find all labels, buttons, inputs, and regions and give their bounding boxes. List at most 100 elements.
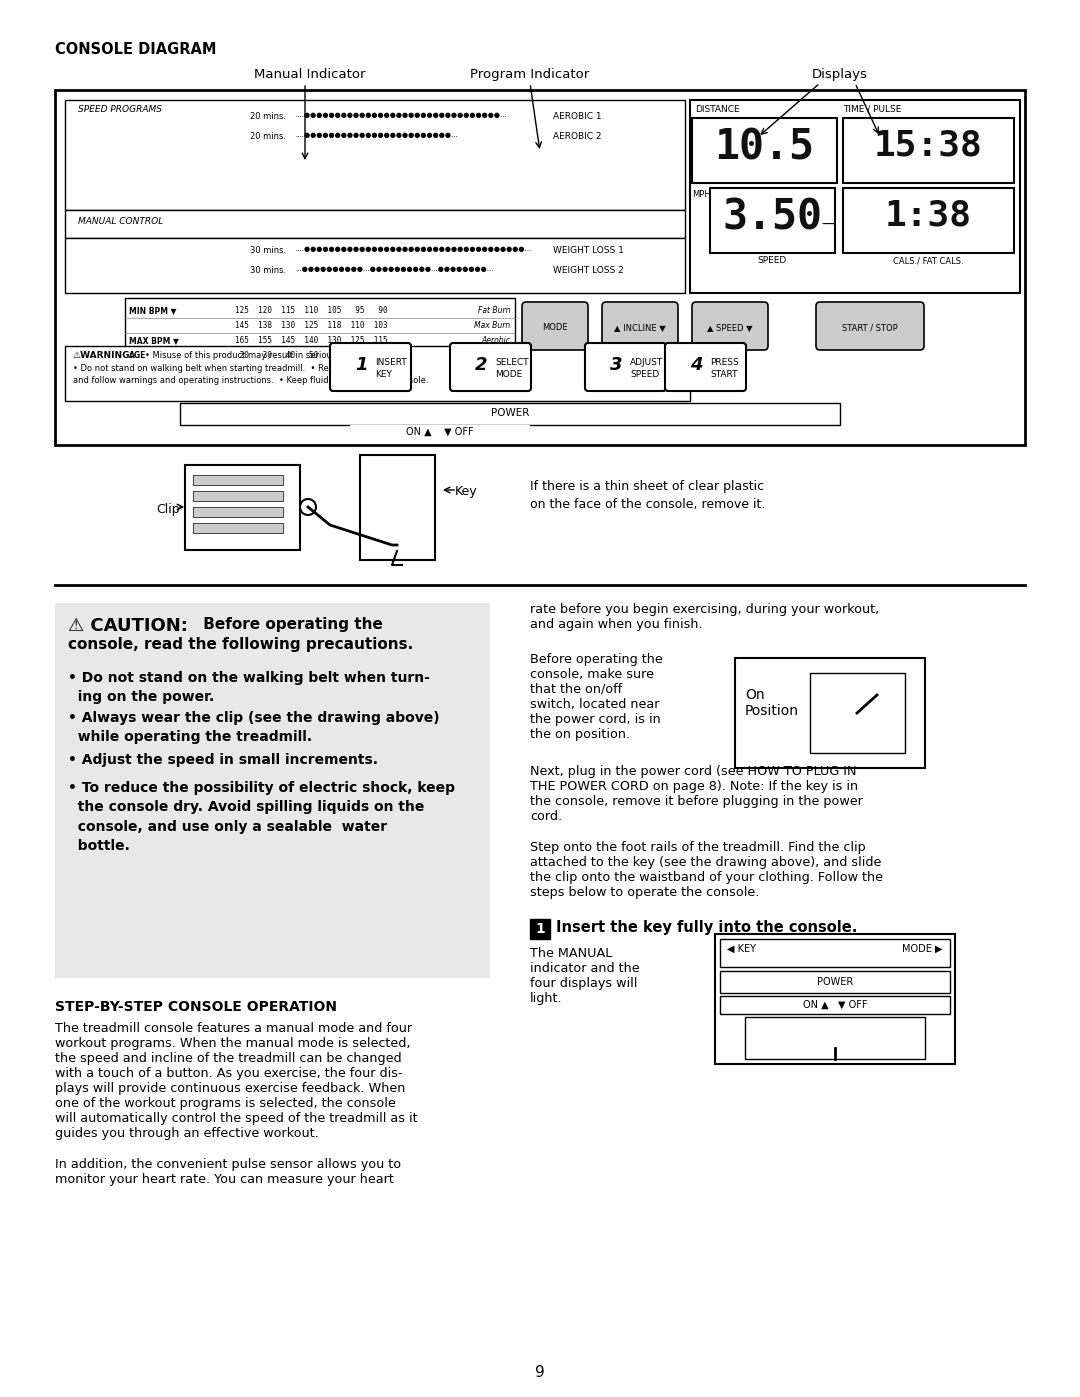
Text: MAX BPM ▼: MAX BPM ▼ [129, 337, 179, 345]
Text: CONSOLE DIAGRAM: CONSOLE DIAGRAM [55, 42, 216, 57]
Circle shape [839, 694, 875, 731]
Text: 1: 1 [355, 356, 367, 374]
Text: On
Position: On Position [745, 687, 799, 718]
Text: 165  155  145  140  130  125  115: 165 155 145 140 130 125 115 [235, 337, 388, 345]
Text: Step onto the foot rails of the treadmill. Find the clip: Step onto the foot rails of the treadmil… [530, 841, 866, 854]
Circle shape [846, 715, 852, 721]
Bar [843, 117, 1014, 183]
FancyBboxPatch shape [585, 344, 666, 391]
Text: START / STOP: START / STOP [842, 324, 897, 332]
Text: 20 mins.: 20 mins. [249, 131, 286, 141]
Text: 15:38: 15:38 [874, 129, 983, 162]
Text: 145  138  130  125  118  110  103: 145 138 130 125 118 110 103 [235, 321, 388, 330]
Text: ON ▲   ▼ OFF: ON ▲ ▼ OFF [802, 1000, 867, 1010]
Text: WEIGHT LOSS 1: WEIGHT LOSS 1 [553, 246, 624, 256]
Text: • Do not stand on walking belt when starting treadmill.  • Read user’s manual: • Do not stand on walking belt when star… [73, 365, 402, 373]
Text: Before operating the: Before operating the [198, 617, 383, 631]
Bar [720, 996, 950, 1014]
Text: Max Burn: Max Burn [474, 321, 510, 330]
Text: WEIGHT LOSS 2: WEIGHT LOSS 2 [553, 265, 624, 275]
Bar [690, 101, 1020, 293]
Text: Insert the key fully into the console.: Insert the key fully into the console. [556, 921, 858, 935]
Text: guides you through an effective workout.: guides you through an effective workout. [55, 1127, 319, 1140]
Text: MIN BPM ▼: MIN BPM ▼ [129, 306, 176, 314]
Bar [350, 425, 530, 443]
Text: 9: 9 [535, 1365, 545, 1380]
Bar [193, 475, 283, 485]
Text: POWER: POWER [490, 408, 529, 418]
Text: CALS./ FAT CALS.: CALS./ FAT CALS. [893, 256, 963, 265]
Text: and again when you finish.: and again when you finish. [530, 617, 703, 631]
Text: console, make sure: console, make sure [530, 668, 654, 680]
Text: 20   30   40   50   60   70   80: 20 30 40 50 60 70 80 [235, 351, 388, 360]
Bar [530, 919, 550, 939]
Text: Fat Burn: Fat Burn [477, 306, 510, 314]
Text: light.: light. [530, 992, 563, 1004]
Text: console, read the following precautions.: console, read the following precautions. [68, 637, 414, 652]
Text: Displays: Displays [812, 68, 868, 81]
Text: cord.: cord. [530, 810, 562, 823]
Bar [735, 658, 924, 768]
Text: If there is a thin sheet of clear plastic: If there is a thin sheet of clear plasti… [530, 481, 765, 493]
Bar [720, 939, 950, 967]
Text: TIME / PULSE: TIME / PULSE [843, 105, 902, 115]
Text: with a touch of a button. As you exercise, the four dis-: with a touch of a button. As you exercis… [55, 1067, 403, 1080]
Bar [65, 346, 690, 401]
Text: indicator and the: indicator and the [530, 963, 639, 975]
Text: 4: 4 [690, 356, 702, 374]
FancyBboxPatch shape [330, 344, 411, 391]
Bar [745, 1017, 924, 1059]
Text: plays will provide continuous exercise feedback. When: plays will provide continuous exercise f… [55, 1083, 405, 1095]
Text: ▲ SPEED ▼: ▲ SPEED ▼ [707, 324, 753, 332]
Text: the console, remove it before plugging in the power: the console, remove it before plugging i… [530, 795, 863, 807]
Text: 10.5: 10.5 [714, 126, 814, 168]
Bar [360, 455, 435, 560]
Text: ⚠WARNING:: ⚠WARNING: [73, 351, 134, 360]
Text: AEROBIC 1: AEROBIC 1 [553, 112, 602, 122]
Bar [692, 117, 837, 183]
Text: 3.50: 3.50 [723, 196, 822, 237]
Text: attached to the key (see the drawing above), and slide: attached to the key (see the drawing abo… [530, 856, 881, 869]
Bar [55, 89, 1025, 446]
Text: ADJUST
SPEED: ADJUST SPEED [630, 358, 663, 379]
Text: 125  120  115  110  105   95   90: 125 120 115 110 105 95 90 [235, 306, 388, 314]
Text: rate before you begin exercising, during your workout,: rate before you begin exercising, during… [530, 604, 879, 616]
Text: and follow warnings and operating instructions.  • Keep fluids off electronic co: and follow warnings and operating instru… [73, 376, 429, 386]
Text: Aerobic: Aerobic [481, 337, 510, 345]
Text: MANUAL CONTROL: MANUAL CONTROL [78, 217, 163, 226]
Bar [193, 507, 283, 517]
Bar [715, 935, 955, 1065]
Bar [810, 673, 905, 753]
Bar [843, 189, 1014, 253]
FancyBboxPatch shape [816, 302, 924, 351]
FancyBboxPatch shape [692, 302, 768, 351]
FancyBboxPatch shape [665, 344, 746, 391]
Text: • Always wear the clip (see the drawing above)
  while operating the treadmill.: • Always wear the clip (see the drawing … [68, 711, 440, 745]
Text: In addition, the convenient pulse sensor allows you to: In addition, the convenient pulse sensor… [55, 1158, 401, 1171]
Text: monitor your heart rate. You can measure your heart: monitor your heart rate. You can measure… [55, 1173, 394, 1186]
FancyBboxPatch shape [450, 344, 531, 391]
Text: Next, plug in the power cord (see HOW TO PLUG IN: Next, plug in the power cord (see HOW TO… [530, 766, 856, 778]
Text: the power cord, is in: the power cord, is in [530, 712, 661, 726]
Text: The treadmill console features a manual mode and four: The treadmill console features a manual … [55, 1023, 413, 1035]
FancyBboxPatch shape [522, 302, 588, 351]
Bar [710, 189, 835, 253]
Text: ⚠ CAUTION:: ⚠ CAUTION: [68, 617, 188, 636]
Text: SPEED: SPEED [757, 256, 786, 265]
Text: MODE: MODE [542, 324, 568, 332]
Text: 30 mins.: 30 mins. [249, 265, 286, 275]
Text: ON ▲    ▼ OFF: ON ▲ ▼ OFF [406, 427, 474, 437]
Bar [185, 465, 300, 550]
Text: ....●●●●●●●●●●●●●●●●●●●●●●●●●●●●●●●●...: ....●●●●●●●●●●●●●●●●●●●●●●●●●●●●●●●●... [295, 112, 507, 117]
Text: 1: 1 [535, 922, 545, 936]
Text: one of the workout programs is selected, the console: one of the workout programs is selected,… [55, 1097, 395, 1111]
Bar [125, 298, 515, 366]
Text: the clip onto the waistband of your clothing. Follow the: the clip onto the waistband of your clot… [530, 870, 883, 884]
Text: THE POWER CORD on page 8). Note: If the key is in: THE POWER CORD on page 8). Note: If the … [530, 780, 859, 793]
Text: ◀ KEY: ◀ KEY [727, 944, 756, 954]
Text: SELECT
MODE: SELECT MODE [495, 358, 528, 379]
Text: Key: Key [455, 485, 477, 497]
Text: will automatically control the speed of the treadmill as it: will automatically control the speed of … [55, 1112, 418, 1125]
Text: that the on/off: that the on/off [530, 683, 622, 696]
Text: PRESS
START: PRESS START [710, 358, 739, 379]
